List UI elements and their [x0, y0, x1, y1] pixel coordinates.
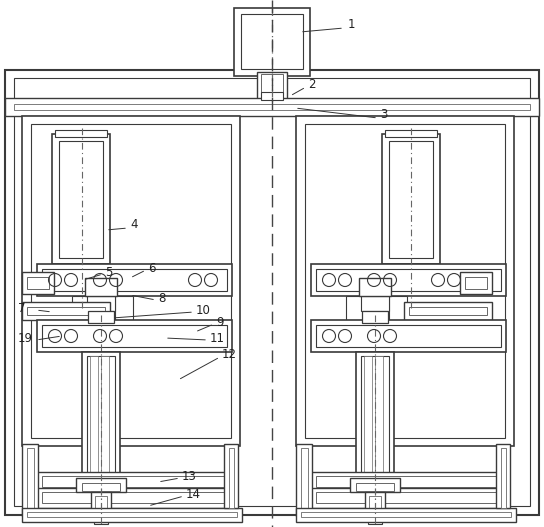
Bar [316, 476, 501, 487]
Text: 1: 1 [348, 18, 355, 32]
Bar [85, 278, 117, 296]
Bar [87, 356, 115, 476]
Bar [316, 269, 501, 291]
Bar [42, 476, 227, 487]
Bar [301, 448, 308, 512]
Bar [359, 278, 391, 296]
Text: 9: 9 [216, 316, 224, 328]
Bar [14, 104, 530, 110]
Bar [311, 472, 506, 492]
Bar [14, 78, 530, 506]
Text: 12: 12 [222, 348, 237, 362]
Bar [389, 296, 407, 320]
Text: 3: 3 [380, 109, 387, 122]
Text: 7: 7 [18, 301, 26, 315]
Bar [296, 444, 312, 516]
Text: 2: 2 [308, 79, 316, 92]
Bar [22, 508, 242, 522]
Bar [101, 356, 109, 476]
Bar [5, 98, 539, 116]
Bar [94, 518, 108, 524]
Bar [356, 483, 394, 491]
Bar [22, 272, 54, 294]
Bar [22, 302, 110, 320]
Text: 8: 8 [158, 291, 165, 305]
Bar [311, 320, 506, 352]
Text: 14: 14 [186, 487, 201, 501]
Bar [95, 496, 107, 518]
Bar [59, 141, 103, 258]
Text: 6: 6 [148, 261, 156, 275]
Bar [389, 141, 433, 258]
Bar [346, 296, 364, 320]
Bar [27, 277, 49, 289]
Bar [31, 124, 231, 438]
Bar [296, 116, 514, 446]
Bar [37, 320, 232, 352]
Bar [369, 496, 381, 518]
Bar [364, 356, 372, 476]
Bar [42, 269, 227, 291]
Bar [316, 492, 501, 503]
Bar [356, 352, 394, 480]
Bar [361, 356, 389, 476]
Bar [365, 492, 385, 520]
Bar [362, 311, 388, 323]
Bar [296, 508, 516, 522]
Text: 10: 10 [196, 304, 211, 317]
Bar [22, 116, 240, 446]
Text: 19: 19 [18, 331, 33, 345]
Bar [257, 72, 287, 102]
Bar [234, 8, 310, 76]
Bar [82, 352, 120, 480]
Bar [224, 444, 238, 508]
Text: 4: 4 [130, 219, 138, 231]
Bar [350, 478, 400, 492]
Bar [42, 492, 227, 503]
Bar [316, 325, 501, 347]
Bar [409, 307, 487, 315]
Bar [37, 472, 232, 492]
Bar [496, 444, 510, 508]
Text: 13: 13 [182, 470, 197, 483]
Bar [72, 296, 90, 320]
Bar [361, 296, 389, 311]
Bar [465, 277, 487, 289]
Bar [501, 448, 506, 508]
Bar [27, 448, 34, 512]
Bar [76, 478, 126, 492]
Bar [311, 488, 506, 508]
Bar [90, 356, 98, 476]
Bar [42, 325, 227, 347]
Bar [375, 356, 383, 476]
Bar [115, 296, 133, 320]
Bar [91, 492, 111, 520]
Bar [27, 512, 237, 517]
Bar [22, 444, 38, 516]
Bar [82, 483, 120, 491]
Bar [229, 448, 234, 508]
Bar [87, 296, 115, 311]
Bar [261, 74, 283, 100]
Bar [5, 70, 539, 515]
Bar [382, 134, 440, 264]
Bar [55, 130, 107, 137]
Text: 5: 5 [105, 266, 113, 278]
Bar [311, 264, 506, 296]
Bar [385, 130, 437, 137]
Bar [460, 272, 492, 294]
Bar [241, 14, 303, 69]
Bar [52, 134, 110, 264]
Bar [404, 302, 492, 320]
Bar [261, 92, 283, 100]
Bar [27, 307, 105, 315]
Bar [88, 311, 114, 323]
Bar [37, 488, 232, 508]
Bar [305, 124, 505, 438]
Bar [368, 518, 382, 524]
Bar [301, 512, 511, 517]
Text: 11: 11 [210, 331, 225, 345]
Bar [37, 264, 232, 296]
